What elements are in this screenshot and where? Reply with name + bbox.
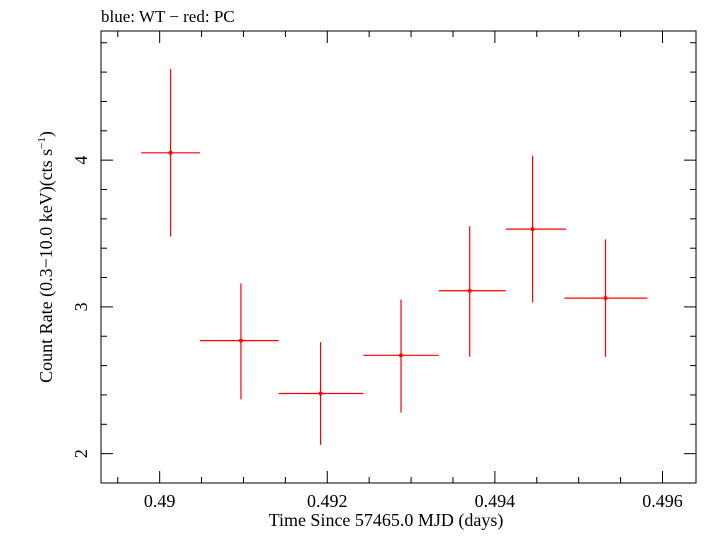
data-point — [603, 296, 608, 301]
y-axis-label-close: ) — [36, 131, 57, 137]
axes-layer: 0.49 0.492 0.494 0.496 2 3 4 — [71, 31, 696, 511]
y-tick-label: 2 — [71, 449, 91, 458]
data-point-group — [438, 226, 506, 357]
data-point-group — [505, 155, 567, 303]
y-axis-label-exponent: −1 — [36, 137, 48, 149]
x-tick-label: 0.496 — [642, 491, 683, 511]
data-point-group — [363, 299, 439, 413]
data-point — [399, 353, 404, 358]
y-tick-label: 3 — [71, 302, 91, 311]
y-axis-label: Count Rate (0.3−10.0 keV)(cts s−1) — [36, 131, 57, 383]
y-tick-label: 4 — [71, 156, 91, 165]
data-point-group — [199, 283, 279, 400]
x-axis-label: Time Since 57465.0 MJD (days) — [269, 510, 504, 531]
y-axis-label-main: Count Rate (0.3−10.0 keV)(cts s — [36, 149, 57, 383]
data-layer — [141, 69, 648, 445]
x-tick-label: 0.49 — [144, 491, 176, 511]
x-tick-label: 0.492 — [307, 491, 348, 511]
data-point-group — [278, 342, 364, 445]
plot-frame — [100, 30, 697, 484]
data-point — [530, 227, 535, 232]
data-point — [168, 150, 173, 155]
data-point — [318, 391, 323, 396]
data-point-group — [141, 69, 200, 237]
x-tick-label: 0.494 — [475, 491, 516, 511]
chart-title: blue: WT − red: PC — [101, 7, 235, 26]
data-point — [238, 338, 243, 343]
data-point — [467, 288, 472, 293]
data-point-group — [564, 239, 648, 357]
